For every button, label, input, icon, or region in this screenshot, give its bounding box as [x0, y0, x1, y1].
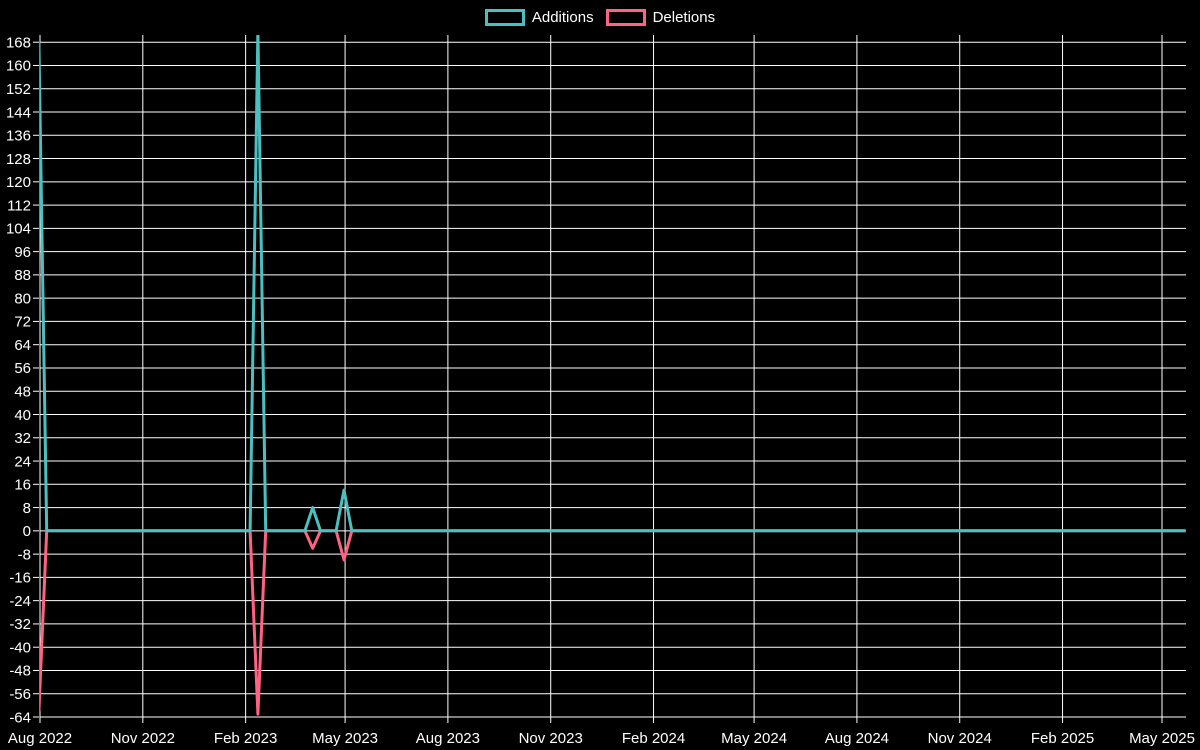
x-axis-label: Aug 2023: [416, 730, 480, 747]
x-axis-label: May 2025: [1129, 730, 1195, 747]
y-axis-label: 96: [14, 244, 31, 261]
y-axis-label: 144: [6, 104, 31, 121]
y-axis-label: 40: [14, 407, 31, 424]
x-axis-label: Nov 2022: [111, 730, 175, 747]
chart-legend: Additions Deletions: [0, 9, 1200, 26]
y-axis-label: 48: [14, 383, 31, 400]
y-axis-label: 24: [14, 453, 31, 470]
legend-item-additions[interactable]: Additions: [484, 9, 594, 26]
x-axis-label: May 2023: [312, 730, 378, 747]
y-axis-label: -24: [9, 593, 31, 610]
series-line-deletions: [40, 529, 1186, 716]
y-axis-label: 152: [6, 81, 31, 98]
y-axis-label: 168: [6, 34, 31, 51]
x-axis-label: Feb 2023: [214, 730, 277, 747]
x-axis-label: Nov 2023: [519, 730, 583, 747]
y-axis-label: 80: [14, 290, 31, 307]
y-axis-label: -40: [9, 639, 31, 656]
y-axis-label: 104: [6, 221, 31, 238]
y-axis-label: -56: [9, 686, 31, 703]
y-axis-label: -64: [9, 709, 31, 726]
y-axis-label: 72: [14, 314, 31, 331]
y-axis-label: -8: [18, 546, 31, 563]
y-axis-label: 56: [14, 360, 31, 377]
legend-item-deletions[interactable]: Deletions: [605, 9, 716, 26]
x-axis-label: Nov 2024: [928, 730, 992, 747]
y-axis-label: 32: [14, 430, 31, 447]
x-axis-label: Feb 2024: [622, 730, 685, 747]
y-axis-label: 0: [23, 523, 31, 540]
y-axis-label: 16: [14, 477, 31, 494]
x-axis-label: Aug 2024: [825, 730, 889, 747]
deletions-swatch-icon: [605, 9, 646, 26]
y-axis-label: 112: [7, 197, 31, 214]
series-line-additions: [40, 35, 1186, 533]
additions-swatch-icon: [484, 9, 525, 26]
y-axis-label: 136: [6, 128, 31, 145]
y-axis-label: 8: [23, 500, 31, 517]
legend-label-additions: Additions: [531, 9, 594, 26]
y-axis-label: 160: [6, 58, 31, 75]
x-axis-label: May 2024: [721, 730, 787, 747]
x-axis-label: Feb 2025: [1031, 730, 1094, 747]
y-axis-label: 128: [6, 151, 31, 168]
x-axis-label: Aug 2022: [8, 730, 72, 747]
y-axis-label: 120: [6, 174, 31, 191]
y-axis-label: 88: [14, 267, 31, 284]
legend-label-deletions: Deletions: [652, 9, 716, 26]
y-axis-label: -16: [9, 570, 31, 587]
y-axis-label: -48: [9, 663, 31, 680]
y-axis-label: 64: [14, 337, 31, 354]
y-axis-label: -32: [9, 616, 31, 633]
